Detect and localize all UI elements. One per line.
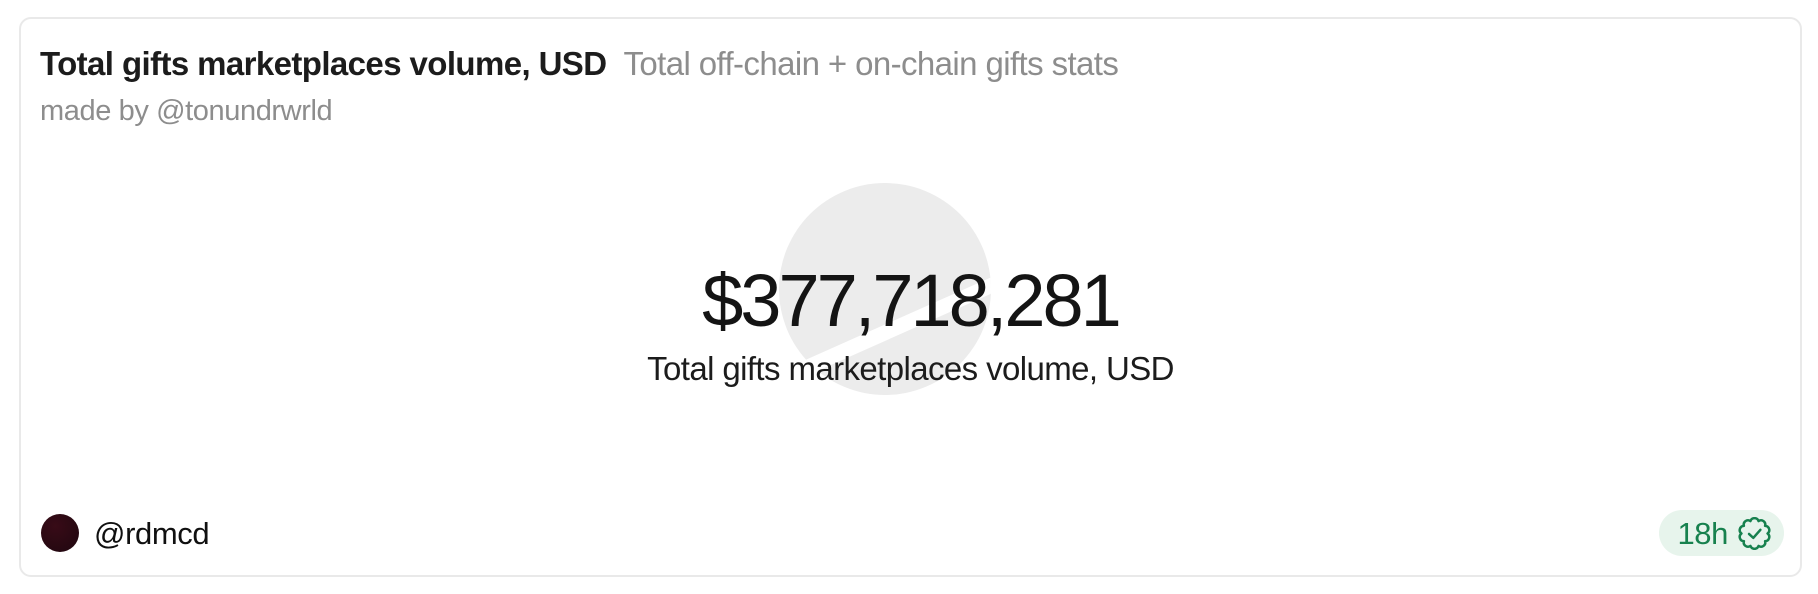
- author-handle[interactable]: @rdmcd: [94, 515, 210, 551]
- author-avatar[interactable]: [41, 514, 79, 552]
- card-subtitle: Total off-chain + on-chain gifts stats: [623, 45, 1119, 82]
- card-footer: @rdmcd 18h: [41, 510, 1784, 556]
- indicator-value: $377,718,281: [702, 259, 1122, 342]
- author[interactable]: @rdmcd: [41, 514, 210, 552]
- refresh-age-badge[interactable]: 18h: [1659, 510, 1784, 556]
- brand-logo-circle-slash-icon: [779, 183, 991, 395]
- made-by-credit: made by @tonundrwrld: [40, 95, 333, 127]
- card-title: Total gifts marketplaces volume, USD: [40, 45, 607, 82]
- card-header: Total gifts marketplaces volume, USD Tot…: [40, 43, 1776, 84]
- indicator-block: $377,718,281 Total gifts marketplaces vo…: [21, 257, 1800, 391]
- indicator-card: Total gifts marketplaces volume, USD Tot…: [19, 17, 1802, 577]
- indicator-label: Total gifts marketplaces volume, USD: [647, 349, 1174, 387]
- refresh-age-text: 18h: [1677, 515, 1728, 551]
- verified-seal-icon: [1738, 516, 1771, 550]
